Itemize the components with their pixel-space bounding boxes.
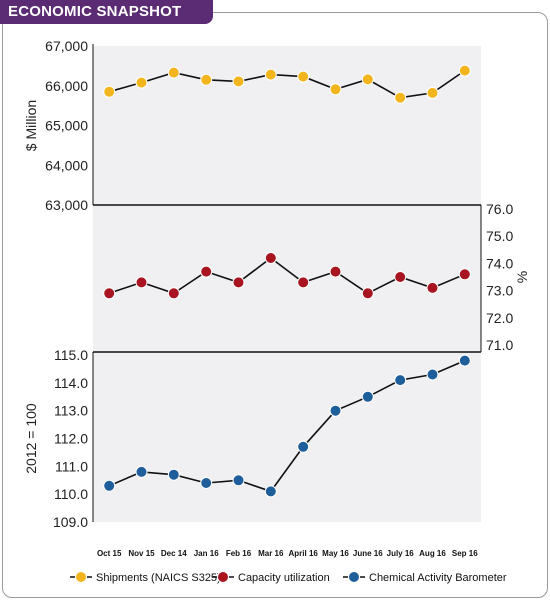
data-point (200, 477, 213, 489)
data-point (329, 83, 342, 96)
y-tick-label: 113.0 (54, 403, 88, 419)
x-tick-label: Jan 16 (194, 549, 219, 558)
y-axis-title: 2012 = 100 (23, 403, 39, 474)
data-point (232, 75, 245, 88)
data-point (297, 440, 310, 453)
y2-tick-label: 72.0 (486, 310, 513, 326)
data-point (426, 86, 439, 99)
x-tick-label: Dec 14 (161, 549, 187, 558)
data-point (232, 474, 245, 487)
data-point (329, 404, 342, 417)
legend-marker (217, 571, 229, 583)
x-tick-label: April 16 (289, 549, 319, 558)
data-point (361, 287, 374, 300)
data-point (167, 468, 180, 481)
data-point (297, 276, 310, 289)
y-tick-label: 115.0 (54, 347, 88, 363)
data-point (297, 70, 310, 83)
x-tick-label: Aug 16 (419, 549, 446, 558)
plot-background (93, 46, 481, 522)
data-point (135, 76, 148, 89)
legend-label: Chemical Activity Barometer (369, 572, 507, 584)
y-tick-label: 63,000 (45, 197, 88, 213)
x-tick-label: Nov 15 (128, 549, 155, 558)
x-tick-label: June 16 (353, 549, 383, 558)
data-point (264, 68, 277, 81)
y-tick-label: 109.0 (53, 514, 88, 530)
data-point (264, 252, 277, 264)
data-point (200, 73, 213, 86)
data-point (361, 390, 374, 403)
y2-tick-label: 76.0 (486, 201, 513, 217)
data-point (394, 91, 407, 104)
x-tick-label: Oct 15 (97, 549, 122, 558)
data-point (458, 268, 471, 281)
x-tick-label: July 16 (387, 549, 415, 558)
data-point (200, 265, 213, 278)
x-tick-label: Feb 16 (226, 549, 252, 558)
data-point (458, 354, 471, 367)
data-point (458, 64, 471, 77)
data-point (394, 271, 407, 283)
legend-label: Capacity utilization (238, 572, 330, 584)
x-tick-label: Mar 16 (258, 549, 284, 558)
data-point (426, 281, 439, 294)
y-tick-label: 112.0 (54, 431, 88, 447)
x-tick-label: Sep 16 (452, 549, 478, 558)
data-point (135, 276, 148, 289)
y-axis-title: $ Million (23, 100, 39, 151)
data-point (103, 85, 116, 98)
y2-tick-label: 73.0 (486, 283, 513, 299)
x-tick-label: May 16 (322, 549, 349, 558)
y-tick-label: 114.0 (54, 375, 88, 391)
data-point (394, 374, 407, 387)
data-point (135, 465, 148, 478)
y-tick-label: 111.0 (55, 458, 88, 474)
legend-label: Shipments (NAICS S325) (96, 572, 221, 584)
snapshot-banner: ECONOMIC SNAPSHOT (0, 0, 213, 24)
legend-marker (348, 571, 360, 583)
y2-tick-label: 74.0 (486, 255, 513, 271)
y-tick-label: 64,000 (45, 157, 88, 173)
data-point (329, 265, 342, 278)
legend-marker (75, 571, 87, 583)
data-point (426, 368, 439, 381)
data-point (103, 479, 116, 492)
y-tick-label: 65,000 (45, 118, 88, 134)
data-point (167, 66, 180, 79)
y-tick-label: 110.0 (54, 486, 88, 502)
data-point (167, 287, 180, 300)
data-point (232, 276, 245, 289)
y-tick-label: 67,000 (45, 38, 88, 54)
y-tick-label: 66,000 (45, 78, 88, 94)
y2-axis-title: % (514, 271, 530, 283)
data-point (361, 73, 374, 86)
y2-tick-label: 71.0 (486, 337, 513, 353)
y2-tick-label: 75.0 (486, 228, 513, 244)
data-point (264, 485, 277, 498)
data-point (103, 287, 116, 300)
